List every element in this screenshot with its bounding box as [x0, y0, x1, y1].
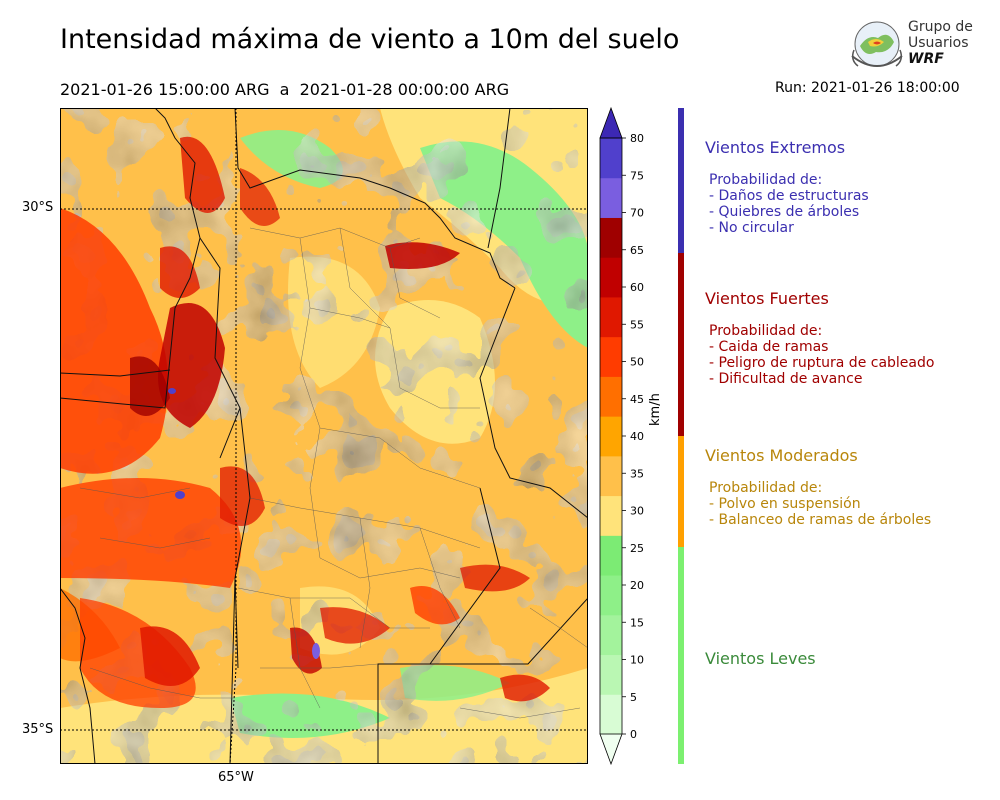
colorbar-segment	[600, 495, 622, 536]
category-desc-item: - Dificultad de avance	[709, 371, 863, 387]
colorbar-tick-label: 60	[630, 281, 644, 294]
colorbar-segment	[600, 336, 622, 377]
bar-leves	[678, 547, 684, 764]
category-desc-header: Probabilidad de:	[709, 480, 823, 496]
map-frame	[60, 108, 588, 764]
colorbar-tick-label: 10	[630, 654, 644, 667]
colorbar-tick-label: 0	[630, 728, 637, 741]
category-title-extremos: Vientos Extremos	[705, 138, 846, 157]
country-borders	[60, 108, 588, 764]
colorbar-segment	[600, 575, 622, 616]
category-desc-item: - Peligro de ruptura de cableado	[709, 355, 935, 371]
lat-label-30s: 30°S	[22, 200, 54, 215]
very-strong-cores	[130, 136, 550, 702]
wind-speed-map	[60, 108, 588, 764]
colorbar: 0 5 10 15 20 25 30 35 40 45 50 55 60 65 70 75 80	[599, 106, 644, 766]
colorbar-tick-label: 25	[630, 542, 644, 555]
colorbar-tick-label: 55	[630, 318, 644, 331]
colorbar-tick-label: 75	[630, 169, 644, 182]
colorbar-segment	[600, 614, 622, 656]
forecast-period: 2021-01-26 15:00:00 ARG a 2021-01-28 00:…	[60, 80, 510, 99]
graticule-lon-65w	[229, 108, 237, 764]
colorbar-tick-label: 5	[630, 691, 637, 704]
colorbar-segment	[600, 376, 622, 417]
colorbar-segment	[599, 733, 623, 766]
colorbar-tick-label: 20	[630, 579, 644, 592]
category-title-leves: Vientos Leves	[705, 649, 816, 668]
category-desc-item: - Quiebres de árboles	[709, 204, 860, 220]
category-desc-item: - Polvo en suspensión	[709, 496, 861, 512]
category-desc-item: - Balanceo de ramas de árboles	[709, 512, 932, 528]
colorbar-tick-label: 70	[630, 207, 644, 220]
category-desc-item: - No circular	[709, 220, 794, 236]
wrf-logo: Grupo de Usuarios WRF	[848, 16, 978, 76]
category-title-fuertes: Vientos Fuertes	[705, 289, 829, 308]
province-borders	[79, 227, 588, 719]
logo-text-line2: Usuarios	[908, 35, 969, 51]
category-desc-item: - Caida de ramas	[709, 339, 829, 355]
category-desc-header: Probabilidad de:	[709, 323, 823, 339]
logo-text-line1: Grupo de	[908, 19, 973, 35]
lon-label-65w: 65°W	[218, 770, 254, 785]
colorbar-tick-label: 35	[630, 467, 644, 480]
bar-moderados	[678, 436, 684, 547]
colorbar-segment	[600, 138, 622, 179]
category-title-moderados: Vientos Moderados	[705, 446, 858, 465]
run-timestamp: Run: 2021-01-26 18:00:00	[775, 80, 960, 96]
extreme-wind-spots	[168, 388, 320, 659]
category-desc-fuertes: Probabilidad de: - Caida de ramas - Peli…	[709, 323, 934, 387]
colorbar-segment	[600, 535, 622, 576]
colorbar-segment	[600, 217, 622, 258]
lat-label-35s: 35°S	[22, 722, 54, 737]
colorbar-segment	[600, 654, 622, 695]
colorbar-tick-label: 30	[630, 505, 644, 518]
globe-logo-icon	[851, 21, 903, 67]
category-desc-header: Probabilidad de:	[709, 172, 823, 188]
colorbar-tick-label: 50	[630, 356, 644, 369]
colorbar-segment	[600, 257, 622, 298]
colorbar-unit: km/h	[648, 393, 663, 426]
colorbar-segment	[600, 177, 622, 218]
colorbar-tick-label: 45	[630, 393, 644, 406]
colorbar-segment	[600, 416, 622, 457]
colorbar-segment	[600, 694, 622, 735]
page-title: Intensidad máxima de viento a 10m del su…	[60, 24, 680, 55]
category-desc-item: - Daños de estructuras	[709, 188, 869, 204]
colorbar-segment	[600, 455, 622, 497]
colorbar-tick-label: 15	[630, 616, 644, 629]
colorbar-tick-label: 80	[630, 132, 644, 145]
category-desc-moderados: Probabilidad de: - Polvo en suspensión -…	[709, 480, 931, 528]
bar-extremos	[678, 108, 684, 253]
colorbar-tick-label: 40	[630, 430, 644, 443]
graticule	[60, 108, 588, 764]
colorbar-segment	[599, 106, 623, 139]
colorbar-segment	[600, 296, 622, 338]
bar-fuertes	[678, 253, 684, 436]
colorbar-tick-label: 65	[630, 244, 644, 257]
logo-text-line3: WRF	[908, 51, 944, 67]
category-desc-extremos: Probabilidad de: - Daños de estructuras …	[709, 172, 869, 236]
